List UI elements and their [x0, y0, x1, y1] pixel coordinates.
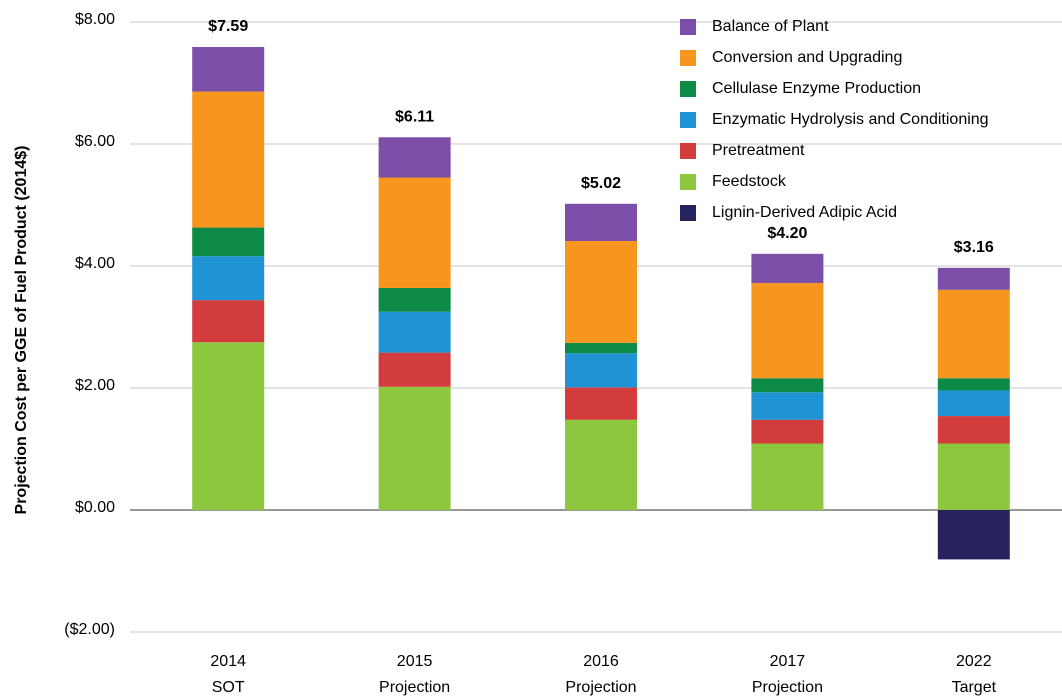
bar-segment	[937, 510, 1010, 560]
bar-segment	[937, 390, 1010, 417]
legend-swatch	[680, 50, 696, 66]
total-label: $3.16	[954, 239, 994, 256]
legend-swatch	[680, 112, 696, 128]
legend-label: Cellulase Enzyme Production	[712, 80, 921, 97]
bar-segment	[937, 443, 1010, 510]
y-tick-label: $4.00	[75, 255, 115, 272]
y-tick-label: $2.00	[75, 377, 115, 394]
y-axis-title: Projection Cost per GGE of Fuel Product …	[13, 146, 30, 515]
x-tick-label: Projection	[379, 679, 450, 696]
x-tick-label: Projection	[565, 679, 636, 696]
bar-segment	[937, 289, 1010, 379]
legend-swatch	[680, 19, 696, 35]
bar-segment	[565, 240, 637, 343]
legend-label: Enzymatic Hydrolysis and Conditioning	[712, 111, 989, 128]
bar-segment	[192, 91, 265, 228]
bar-segment	[751, 419, 824, 444]
bar-segment	[751, 283, 824, 379]
legend-label: Balance of Plant	[712, 18, 829, 35]
x-tick-label: 2014	[210, 653, 246, 670]
bar-segment	[565, 387, 637, 420]
y-tick-label: $6.00	[75, 133, 115, 150]
legend-swatch	[680, 205, 696, 221]
bar-segment	[192, 300, 265, 343]
legend-label: Conversion and Upgrading	[712, 49, 902, 66]
legend-label: Lignin-Derived Adipic Acid	[712, 204, 897, 221]
bar-segment	[751, 443, 824, 510]
bar-segment	[192, 47, 265, 92]
bar-segment	[937, 416, 1010, 444]
total-label: $4.20	[767, 225, 807, 242]
bar-segment	[378, 137, 451, 178]
bar-segment	[378, 177, 451, 288]
bar-segment	[378, 287, 451, 312]
x-tick-label: Target	[952, 679, 997, 696]
bar-segment	[565, 342, 637, 354]
x-tick-label: 2015	[397, 653, 433, 670]
total-label: $7.59	[208, 18, 248, 35]
bar-segment	[378, 386, 451, 510]
y-tick-label: ($2.00)	[64, 621, 115, 638]
bar-segment	[192, 227, 265, 257]
x-tick-label: 2022	[956, 653, 992, 670]
total-label: $5.02	[581, 175, 621, 192]
x-tick-label: Projection	[752, 679, 823, 696]
bar-segment	[565, 203, 637, 241]
bar-segment	[565, 419, 637, 510]
x-tick-label: SOT	[212, 679, 245, 696]
bar-segment	[565, 353, 637, 388]
total-label: $6.11	[395, 109, 434, 126]
legend-swatch	[680, 81, 696, 97]
bar-segment	[378, 352, 451, 387]
x-tick-label: 2017	[770, 653, 806, 670]
bar-segment	[937, 378, 1010, 391]
y-tick-label: $8.00	[75, 11, 115, 28]
bar-segment	[378, 311, 451, 353]
bar-segment	[751, 392, 824, 420]
legend-swatch	[680, 143, 696, 159]
bar-segment	[751, 378, 824, 393]
bar-segment	[751, 253, 824, 284]
bar-segment	[192, 256, 265, 301]
legend-label: Pretreatment	[712, 142, 805, 159]
bar-segment	[937, 267, 1010, 290]
x-tick-label: 2016	[583, 653, 619, 670]
legend-label: Feedstock	[712, 173, 787, 190]
legend-swatch	[680, 174, 696, 190]
bar-segment	[192, 342, 265, 510]
y-tick-label: $0.00	[75, 499, 115, 516]
